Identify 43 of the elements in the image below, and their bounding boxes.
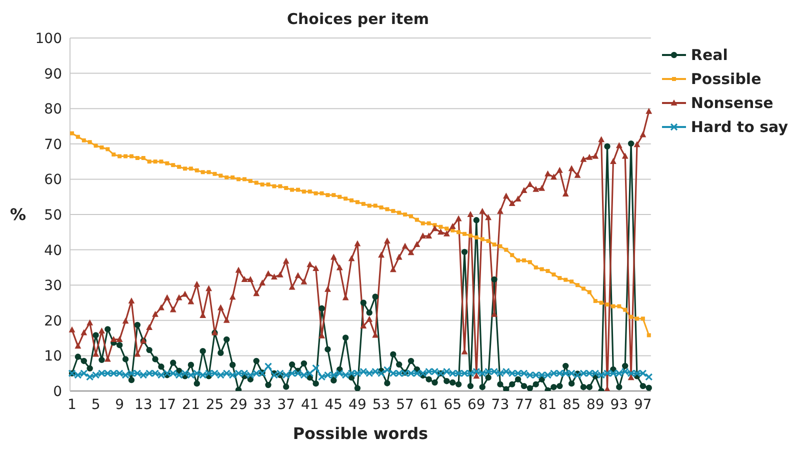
- y-tick-label: 50: [44, 207, 62, 224]
- x-tick-label: 49: [348, 396, 366, 413]
- y-tick-label: 70: [44, 136, 62, 153]
- x-tick-label: 97: [634, 396, 652, 413]
- x-tick-label: 17: [158, 396, 176, 413]
- x-tick-label: 13: [134, 396, 152, 413]
- x-tick-label: 73: [491, 396, 510, 413]
- x-tick-label: 69: [468, 396, 486, 413]
- x-tick-label: 21: [182, 396, 200, 413]
- x-tick-label: 1: [68, 396, 76, 413]
- x-tick-label: 37: [277, 396, 296, 413]
- x-tick-label: 33: [253, 396, 272, 413]
- x-tick-label: 9: [115, 396, 124, 413]
- x-tick-label: 5: [91, 396, 100, 413]
- x-tick-label: 85: [562, 396, 580, 413]
- y-tick-label: 10: [44, 348, 62, 365]
- legend-label: Possible: [690, 70, 762, 88]
- x-tick-label: 45: [324, 396, 343, 413]
- x-tick-label: 41: [300, 396, 319, 413]
- x-tick-label: 89: [586, 396, 604, 413]
- x-tick-label: 77: [515, 396, 533, 413]
- x-tick-label: 93: [610, 396, 628, 413]
- y-axis-title: %: [10, 205, 26, 224]
- y-tick-label: 30: [44, 278, 62, 294]
- legend-label: Nonsense: [690, 94, 774, 112]
- x-tick-label: 29: [230, 396, 248, 413]
- x-axis-title: Possible words: [292, 424, 428, 443]
- x-tick-label: 53: [372, 396, 390, 413]
- y-tick-label: 0: [53, 384, 62, 400]
- legend-label: Hard to say: [690, 118, 788, 136]
- x-tick-label: 25: [206, 396, 224, 413]
- y-tick-label: 60: [44, 172, 62, 188]
- legend-label: Real: [690, 46, 728, 64]
- x-tick-label: 57: [396, 396, 414, 413]
- x-tick-label: 61: [420, 396, 438, 413]
- x-tick-label: 65: [444, 396, 462, 413]
- x-tick-label: 81: [538, 396, 557, 413]
- chart-title: Choices per item: [286, 10, 430, 28]
- y-tick-label: 100: [35, 30, 62, 47]
- y-tick-label: 40: [44, 242, 62, 259]
- y-tick-label: 20: [44, 313, 62, 330]
- y-tick-label: 90: [44, 66, 62, 82]
- y-tick-label: 80: [44, 102, 62, 118]
